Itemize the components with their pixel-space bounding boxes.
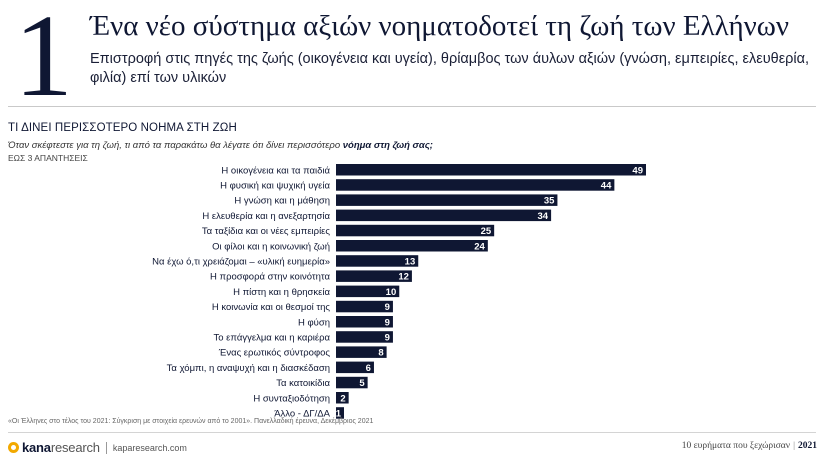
category-label: Η ελευθερία και η ανεξαρτησία	[202, 211, 330, 222]
category-label: Οι φίλοι και η κοινωνική ζωή	[212, 241, 330, 252]
bar-value-label: 12	[398, 272, 409, 283]
category-label: Το επάγγελμα και η καριέρα	[214, 332, 331, 343]
category-label: Η πίστη και η θρησκεία	[233, 287, 330, 298]
bar-value-label: 49	[632, 165, 643, 176]
bar	[336, 240, 488, 252]
bar	[336, 179, 615, 191]
category-label: Ένας ερωτικός σύντροφος	[218, 348, 331, 359]
bar-value-label: 1	[336, 408, 342, 419]
page-title: Ένα νέο σύστημα αξιών νοηματοδοτεί τη ζω…	[90, 10, 789, 42]
bar	[336, 194, 558, 206]
bar	[336, 270, 412, 282]
category-label: Να έχω ό,τι χρειάζομαι – «υλική ευημερία…	[152, 256, 330, 267]
bar-value-label: 10	[386, 287, 397, 298]
bar	[336, 300, 393, 313]
category-label: Η φύση	[298, 317, 330, 328]
bar-value-label: 24	[474, 241, 485, 252]
bar-value-label: 35	[544, 196, 555, 207]
bar	[336, 376, 368, 389]
tagline-year: 2021	[798, 441, 817, 451]
logo-wordmark-bold: kana	[22, 440, 51, 455]
bar-value-label: 9	[385, 332, 390, 343]
category-label: Άλλο - ΔΓ/ΔΑ	[274, 408, 330, 419]
bar	[336, 346, 387, 358]
category-label: Τα κατοικίδια	[276, 378, 330, 389]
bar-value-label: 13	[405, 256, 416, 267]
page-subtitle: Επιστροφή στις πηγές της ζωής (οικογένει…	[90, 51, 810, 86]
category-label: Τα ταξίδια και οι νέες εμπειρίες	[202, 226, 331, 237]
category-label: Η οικογένεια και τα παιδιά	[221, 165, 330, 176]
website-link[interactable]: kaparesearch.com	[112, 442, 187, 453]
question-text: Όταν σκέφτεστε για τη ζωή, τι από τα παρ…	[8, 140, 433, 151]
category-label: Η κοινωνία και οι θεσμοί της	[212, 302, 331, 313]
footer-divider	[8, 432, 816, 433]
bar	[336, 331, 393, 343]
logo-separator	[105, 441, 107, 454]
bar	[336, 392, 349, 404]
bar	[336, 407, 344, 419]
header-divider	[8, 106, 816, 107]
bar	[336, 316, 393, 328]
logo-wordmark-light: research	[50, 440, 100, 455]
logo-circle-icon	[8, 442, 19, 453]
tagline-text: 10 ευρήματα που ξεχώρισαν	[681, 441, 791, 451]
bar-value-label: 9	[385, 302, 390, 313]
brand-logo: kanaresearch kaparesearch.com	[8, 440, 187, 455]
bar	[336, 255, 419, 267]
bar-value-label: 6	[366, 363, 371, 374]
bar-value-label: 25	[481, 226, 492, 237]
category-label: Η συνταξιοδότηση	[253, 393, 330, 404]
bar	[336, 224, 495, 237]
category-label: Τα χόμπι, η αναψυχή και η διασκέδαση	[167, 363, 330, 374]
bar-value-label: 9	[385, 317, 390, 328]
bar	[336, 164, 646, 176]
bar-value-label: 5	[359, 378, 365, 389]
logo-wordmark: kanaresearch	[22, 440, 100, 455]
category-label: Η φυσική και ψυχική υγεία	[220, 180, 330, 191]
footer-tagline: 10 ευρήματα που ξεχώρισαν | 2021	[682, 441, 817, 451]
bar	[336, 209, 552, 222]
category-label: Η γνώση και η μάθηση	[234, 196, 330, 207]
question-text-bold: νόημα στη ζωή σας;	[342, 140, 433, 151]
question-text-lead: Όταν σκέφτεστε για τη ζωή, τι από τα παρ…	[8, 140, 343, 151]
bar-value-label: 2	[340, 393, 345, 404]
answers-note: ΕΩΣ 3 ΑΠΑΝΤΗΣΕΙΣ	[8, 153, 88, 163]
question-title: ΤΙ ΔΙΝΕΙ ΠΕΡΙΣΣΟΤΕΡΟ ΝΟΗΜΑ ΣΤΗ ΖΩΗ	[8, 122, 237, 134]
bar-value-label: 8	[378, 348, 383, 359]
source-note: «Οι Έλληνες στο τέλος του 2021: Σύγκριση…	[8, 418, 374, 425]
bar-value-label: 44	[601, 180, 612, 191]
bar	[336, 285, 400, 298]
bar-value-label: 34	[538, 211, 549, 222]
tagline-separator: |	[793, 441, 795, 451]
section-number: 1	[14, 0, 73, 121]
category-label: Η προσφορά στην κοινότητα	[210, 272, 330, 283]
bar	[336, 361, 374, 374]
